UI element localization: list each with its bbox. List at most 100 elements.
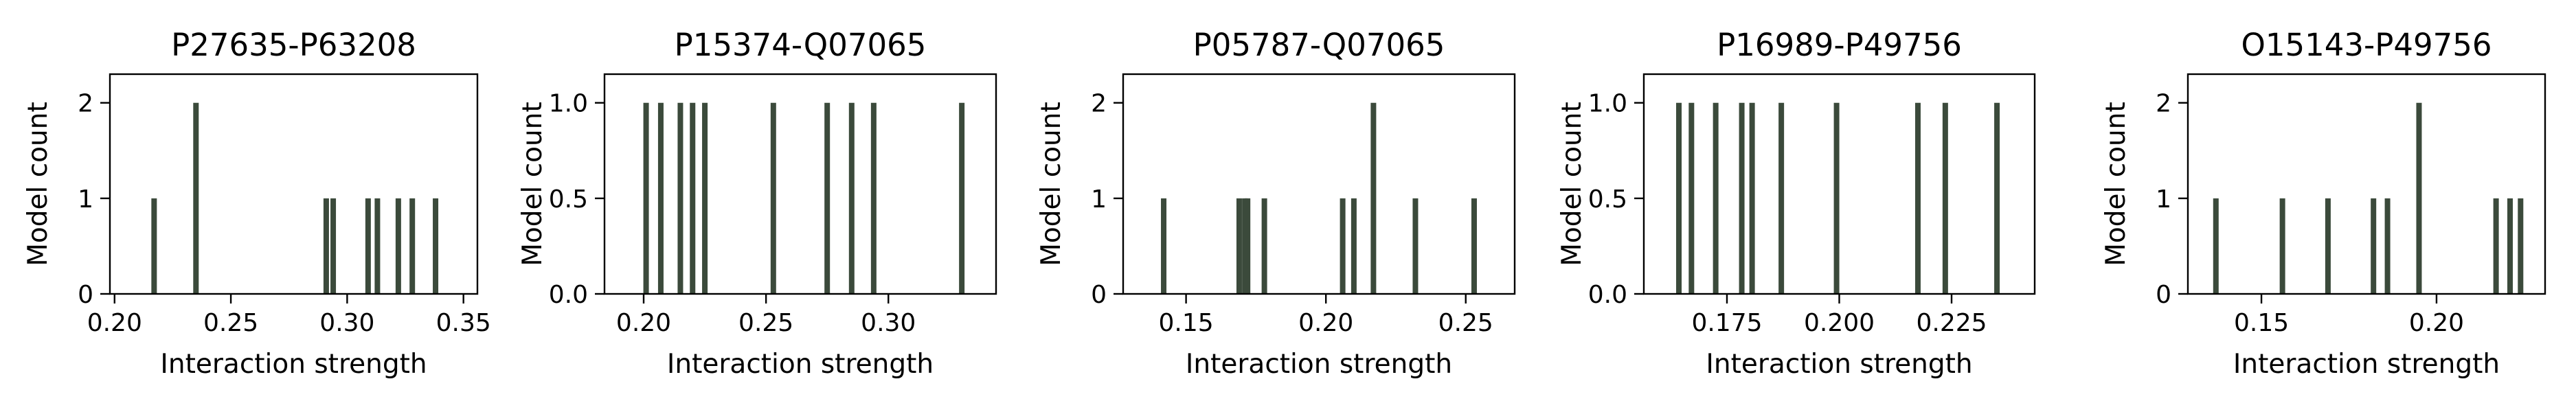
bar	[1778, 102, 1785, 294]
bar	[1994, 102, 2000, 294]
y-tick-label: 0.5	[549, 185, 588, 214]
plot-frame	[109, 73, 479, 295]
bar	[433, 198, 439, 294]
x-tick-label: 0.15	[1159, 309, 1214, 337]
bar	[1245, 198, 1251, 294]
bar	[1351, 198, 1357, 294]
x-tick-label: 0.20	[2409, 309, 2464, 337]
x-tick-label: 0.225	[1916, 309, 1987, 337]
bar	[1914, 102, 1921, 294]
bar	[2325, 198, 2331, 294]
bar	[1242, 198, 1248, 294]
bar	[690, 102, 696, 294]
x-tick-label: 0.175	[1691, 309, 1762, 337]
y-tick-label: 1.0	[549, 90, 588, 118]
bar	[2371, 198, 2377, 294]
x-tick-label: 0.200	[1804, 309, 1875, 337]
y-tick-label: 0	[78, 281, 93, 309]
bar	[2518, 198, 2524, 294]
chart-panel-4: 0.175 0.200 0.225 0.0 0.5 1.0 P16989-P49756 Int…	[1557, 27, 2036, 380]
y-tick-label: 1	[2156, 185, 2171, 214]
x-tick-label: 0.15	[2234, 309, 2289, 337]
x-tick-label: 0.30	[861, 309, 916, 337]
plot-frame	[603, 73, 997, 295]
x-axis-label: Interaction strength	[1706, 349, 1972, 380]
bar	[2416, 102, 2422, 294]
bar	[1749, 102, 1755, 294]
y-tick-label: 0	[1091, 281, 1107, 309]
panel-title: P05787-Q07065	[1193, 27, 1445, 63]
bar	[1261, 198, 1267, 294]
x-tick-label: 0.20	[1298, 309, 1353, 337]
bar	[2493, 198, 2499, 294]
plot-frame	[2187, 73, 2546, 295]
bar	[1676, 102, 1682, 294]
bar	[2279, 198, 2285, 294]
x-tick-label: 0.20	[616, 309, 671, 337]
bar	[657, 102, 664, 294]
bar	[2507, 198, 2513, 294]
bar	[1833, 102, 1840, 294]
x-axis-label: Interaction strength	[2233, 349, 2500, 380]
bar	[1739, 102, 1745, 294]
bar	[1471, 198, 1477, 294]
chart-panel-1: 0.20 0.25 0.30 0.35 0 1 2 P27635-P63208 Interact…	[23, 27, 491, 380]
bar	[848, 102, 855, 294]
bar	[2384, 198, 2391, 294]
y-tick-label: 0	[2156, 281, 2171, 309]
y-tick-label: 1.0	[1588, 90, 1627, 118]
x-axis-label: Interaction strength	[160, 349, 427, 380]
bar	[323, 198, 329, 294]
panel-title: P27635-P63208	[171, 27, 416, 63]
bar	[770, 102, 776, 294]
bar	[193, 102, 199, 294]
bar	[395, 198, 401, 294]
y-axis-label: Model count	[517, 102, 548, 266]
x-tick-label: 0.35	[436, 309, 491, 337]
x-tick-label: 0.20	[87, 309, 142, 337]
x-tick-label: 0.30	[319, 309, 374, 337]
panel-title: P16989-P49756	[1717, 27, 1962, 63]
x-tick-label: 0.25	[1438, 309, 1493, 337]
bar	[151, 198, 157, 294]
x-tick-label: 0.25	[203, 309, 258, 337]
bar	[409, 198, 416, 294]
plot-frame	[1122, 73, 1516, 295]
chart-panel-2: 0.20 0.25 0.30 0.0 0.5 1.0 P15374-Q07065 Intera…	[517, 27, 997, 380]
y-axis-label: Model count	[2101, 102, 2132, 266]
x-axis-label: Interaction strength	[1186, 349, 1452, 380]
y-axis-label: Model count	[23, 102, 54, 266]
bar	[330, 198, 337, 294]
bar	[374, 198, 381, 294]
y-axis-label: Model count	[1036, 102, 1067, 266]
y-tick-label: 1	[1091, 185, 1107, 214]
bar	[1370, 102, 1377, 294]
bar	[1713, 102, 1719, 294]
x-tick-label: 0.25	[738, 309, 793, 337]
y-tick-label: 1	[78, 185, 93, 214]
bar	[1942, 102, 1948, 294]
y-tick-label: 2	[1091, 90, 1107, 118]
bar	[702, 102, 708, 294]
y-tick-label: 0.0	[1588, 281, 1627, 309]
bar	[1236, 198, 1242, 294]
bar	[870, 102, 877, 294]
bar	[1161, 198, 1167, 294]
x-axis-label: Interaction strength	[667, 349, 934, 380]
y-axis-label: Model count	[1557, 102, 1588, 266]
panel-title: P15374-Q07065	[675, 27, 927, 63]
panel-title: O15143-P49756	[2241, 27, 2492, 63]
y-tick-label: 0.0	[549, 281, 588, 309]
bar	[824, 102, 831, 294]
bar	[1340, 198, 1346, 294]
y-tick-label: 0.5	[1588, 185, 1627, 214]
bar	[1688, 102, 1695, 294]
y-tick-label: 2	[78, 90, 93, 118]
chart-panel-5: 0.15 0.20 0 1 2 O15143-P49756 Interaction stre…	[2101, 27, 2546, 380]
y-tick-label: 2	[2156, 90, 2171, 118]
bar	[2213, 198, 2219, 294]
bar	[677, 102, 683, 294]
bar	[959, 102, 965, 294]
chart-panel-3: 0.15 0.20 0.25 0 1 2 P05787-Q07065 Interaction …	[1036, 27, 1516, 380]
